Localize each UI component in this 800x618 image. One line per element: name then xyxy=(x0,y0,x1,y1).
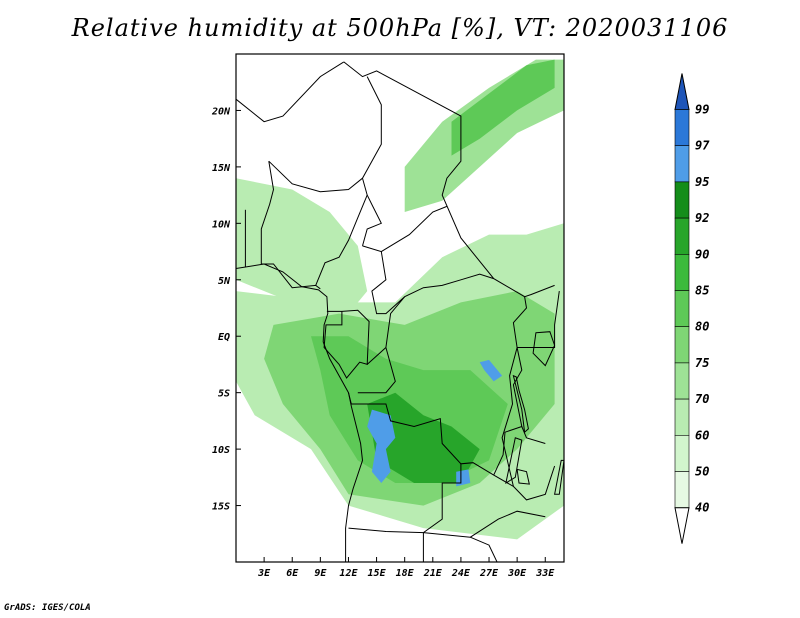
colorbar-label: 92 xyxy=(695,211,709,225)
border-line-19 xyxy=(470,536,498,562)
y-tick-label: 20N xyxy=(211,106,231,117)
border-line-8 xyxy=(362,205,448,253)
colorbar-bottom-arrow xyxy=(674,507,690,544)
border-line-2 xyxy=(361,76,382,247)
lake-outline-4 xyxy=(553,459,564,495)
border-line-7 xyxy=(315,194,368,286)
y-tick-label: 15N xyxy=(212,163,231,174)
coastline xyxy=(236,263,364,562)
humidity-region-9 xyxy=(479,359,503,382)
lake-outline-3 xyxy=(516,468,530,485)
chart-title: Relative humidity at 500hPa [%], VT: 202… xyxy=(71,14,729,42)
colorbar-box xyxy=(674,254,690,291)
y-tick-label: EQ xyxy=(218,332,230,343)
humidity-region-1 xyxy=(451,59,555,156)
colorbar-label: 70 xyxy=(695,392,709,406)
colorbar-box xyxy=(674,217,690,255)
humidity-region-6 xyxy=(367,392,480,483)
border-line-11 xyxy=(366,296,406,365)
colorbar-label: 97 xyxy=(695,139,710,153)
x-tick-label: 27E xyxy=(479,568,499,579)
humidity-region-2 xyxy=(236,178,368,314)
border-line-13 xyxy=(348,296,528,488)
y-axis: 20N 15N 10N 5N EQ 5S 10S 15S xyxy=(211,106,241,513)
colorbar-box xyxy=(674,109,690,147)
colorbar-label: 90 xyxy=(695,247,709,261)
border-line-1 xyxy=(343,61,555,298)
border-line-5 xyxy=(268,160,363,193)
border-line-16 xyxy=(513,465,556,501)
x-tick-label: 12E xyxy=(339,568,358,579)
lake-outline-1 xyxy=(512,374,529,434)
colorbar-box xyxy=(674,145,690,183)
border-line-21 xyxy=(512,347,523,427)
colorbar-label: 95 xyxy=(695,175,709,189)
colorbar-label: 99 xyxy=(695,103,709,117)
x-tick-label: 21E xyxy=(423,568,443,579)
lake-outline-0 xyxy=(532,331,556,367)
border-line-18 xyxy=(423,510,546,538)
border-line-15 xyxy=(517,291,560,348)
colorbar-box xyxy=(674,471,690,509)
plot-frame xyxy=(235,53,565,563)
x-tick-label: 24E xyxy=(451,568,471,579)
colorbar-box xyxy=(674,362,690,400)
y-tick-label: 15S xyxy=(212,502,230,513)
humidity-region-8 xyxy=(456,469,471,487)
x-tick-label: 6E xyxy=(286,568,299,579)
x-tick-label: 9E xyxy=(314,568,327,579)
x-tick-label: 3E xyxy=(257,568,271,579)
humidity-fill-layer xyxy=(236,59,564,540)
border-line-12 xyxy=(357,347,396,394)
border-line-10 xyxy=(323,309,370,379)
border-line-17 xyxy=(493,425,546,476)
humidity-region-7 xyxy=(367,409,396,483)
colorbar-label: 85 xyxy=(695,284,709,298)
border-line-0 xyxy=(236,61,345,123)
colorbar-label: 80 xyxy=(695,320,709,334)
border-line-14 xyxy=(348,463,462,534)
colorbar-label: 50 xyxy=(695,465,709,479)
grads-credit: GrADS: IGES/COLA xyxy=(4,603,91,613)
country-borders xyxy=(236,61,564,562)
y-tick-label: 10N xyxy=(212,219,231,230)
colorbar-label: 40 xyxy=(695,501,709,515)
x-tick-label: 33E xyxy=(535,568,555,579)
color-bar: 40 50 60 70 75 80 85 90 92 95 97 99 xyxy=(674,73,710,544)
colorbar-box xyxy=(674,398,690,436)
colorbar-box xyxy=(674,326,690,364)
y-tick-label: 5S xyxy=(218,389,230,400)
colorbar-box xyxy=(674,434,690,472)
x-tick-label: 15E xyxy=(368,568,387,579)
y-tick-label: 5N xyxy=(218,276,231,287)
border-line-6 xyxy=(261,263,321,290)
colorbar-top-arrow xyxy=(674,73,690,110)
y-tick-label: 10S xyxy=(212,445,230,456)
colorbar-box xyxy=(674,290,690,328)
border-line-20 xyxy=(422,532,424,562)
x-tick-label: 30E xyxy=(507,568,527,579)
colorbar-label: 75 xyxy=(695,356,709,370)
colorbar-label: 60 xyxy=(695,428,709,442)
border-line-3 xyxy=(260,161,275,264)
colorbar-box xyxy=(674,181,690,219)
lake-outline-2 xyxy=(505,437,523,485)
x-axis: 3E 6E 9E 12E 15E 18E 21E 24E 27E 30E 33E xyxy=(257,557,555,579)
x-tick-label: 18E xyxy=(396,568,415,579)
